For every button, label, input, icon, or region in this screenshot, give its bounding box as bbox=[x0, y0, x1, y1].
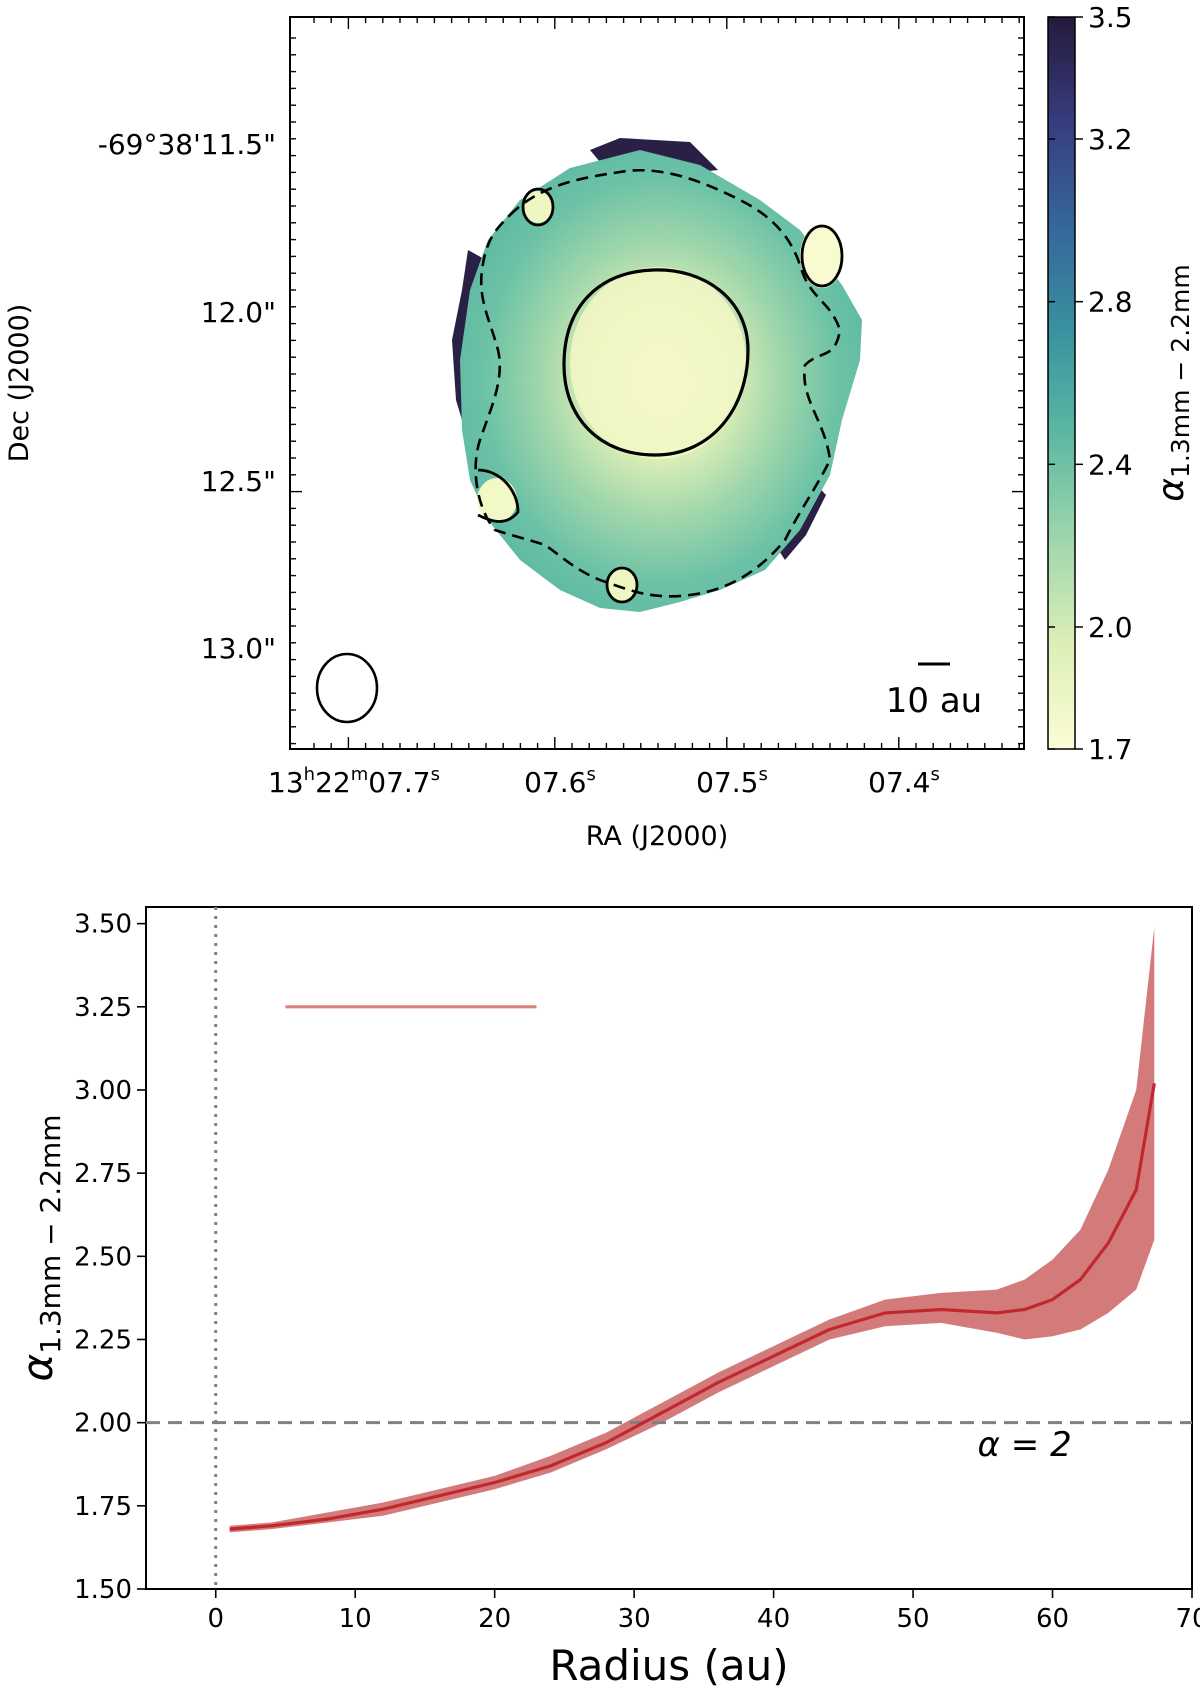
contour-solid-blob bbox=[477, 468, 520, 523]
profile-ticks: 0 10 20 30 40 50 60 70 1.50 1.75 2.00 2.25 2.50 2.75 3… bbox=[74, 910, 1200, 1634]
profile-y-tick-label: 2.00 bbox=[74, 1409, 132, 1439]
beam-ellipse bbox=[315, 652, 379, 724]
profile-y-tick-label: 2.75 bbox=[74, 1159, 132, 1189]
alpha-profile-line bbox=[229, 1083, 1156, 1531]
map-rim-blob bbox=[524, 191, 552, 223]
profile-y-tick-label: 3.50 bbox=[74, 910, 132, 940]
colorbar-label: α1.3mm − 2.2mm bbox=[1151, 264, 1195, 502]
contour-dashed-outer bbox=[474, 168, 842, 598]
map-core bbox=[570, 267, 746, 459]
scale-bar-label: 10 au bbox=[886, 681, 982, 721]
profile-frame bbox=[145, 906, 1193, 1590]
profile-x-tick-label: 50 bbox=[897, 1604, 930, 1634]
profile-y-axis-label: α1.3mm − 2.2mm bbox=[13, 1114, 67, 1381]
profile-y-tick-label: 1.50 bbox=[74, 1575, 132, 1605]
profile-plot-area bbox=[146, 907, 1192, 1589]
profile-x-tick-label: 40 bbox=[757, 1604, 790, 1634]
colorbar-tick-label: 2.8 bbox=[1088, 286, 1133, 319]
profile-y-tick-label: 3.00 bbox=[74, 1076, 132, 1106]
colorbar-tick-label: 3.2 bbox=[1088, 123, 1133, 156]
map-rim-blob bbox=[800, 224, 844, 288]
ra-tick-label: 13h22m07.7s bbox=[268, 764, 440, 799]
map-rim-blob bbox=[608, 569, 636, 601]
colorbar-tick-label: 3.5 bbox=[1088, 1, 1133, 34]
profile-x-tick-label: 60 bbox=[1036, 1604, 1069, 1634]
contour-solid-blob bbox=[800, 224, 844, 288]
contour-solid-blob bbox=[521, 187, 555, 227]
ra-axis-label: RA (J2000) bbox=[586, 821, 728, 852]
profile-x-tick-label: 30 bbox=[618, 1604, 651, 1634]
dec-tick-label: 12.5" bbox=[201, 465, 276, 498]
colorbar-ticks: 3.5 3.2 2.8 2.4 2.0 1.7 bbox=[1048, 1, 1133, 766]
profile-x-tick-label: 20 bbox=[478, 1604, 511, 1634]
colorbar-tick-label: 1.7 bbox=[1088, 733, 1133, 766]
ra-tick-label: 07.6s bbox=[524, 764, 596, 799]
contour-solid-center bbox=[562, 268, 750, 457]
profile-y-tick-label: 2.25 bbox=[74, 1325, 132, 1355]
profile-y-tick-label: 3.25 bbox=[74, 993, 132, 1023]
map-rim-blob bbox=[477, 478, 517, 522]
dec-tick-label: 13.0" bbox=[201, 632, 276, 665]
colorbar-tick-label: 2.4 bbox=[1088, 448, 1133, 481]
dec-tick-label: -69°38'11.5" bbox=[98, 128, 276, 161]
contour-solid-blob bbox=[605, 566, 639, 604]
dec-tick-label: 12.0" bbox=[201, 296, 276, 329]
ra-tick-label: 07.5s bbox=[696, 764, 768, 799]
map-minor-ticks bbox=[290, 17, 1024, 749]
map-frame bbox=[289, 16, 1025, 750]
profile-x-tick-label: 0 bbox=[207, 1604, 224, 1634]
dec-axis-label: Dec (J2000) bbox=[4, 304, 35, 463]
alpha-map-panel: 10 au -69°38'11.5" 12.0" 12.5" 13.0" 13h… bbox=[4, 1, 1195, 852]
colorbar bbox=[1047, 16, 1076, 750]
profile-x-tick-label: 70 bbox=[1175, 1604, 1200, 1634]
profile-y-tick-label: 1.75 bbox=[74, 1492, 132, 1522]
alpha-map-image bbox=[315, 138, 950, 724]
ra-tick-label: 07.4s bbox=[868, 764, 940, 799]
colorbar-tick-label: 2.0 bbox=[1088, 611, 1133, 644]
reference-line-label: α = 2 bbox=[978, 1425, 1072, 1465]
profile-y-tick-label: 2.50 bbox=[74, 1242, 132, 1272]
alpha-profile-panel: 0 10 20 30 40 50 60 70 1.50 1.75 2.00 2.25 2.50 2.75 3… bbox=[13, 906, 1200, 1690]
profile-x-axis-label: Radius (au) bbox=[549, 1641, 788, 1690]
profile-x-tick-label: 10 bbox=[339, 1604, 372, 1634]
